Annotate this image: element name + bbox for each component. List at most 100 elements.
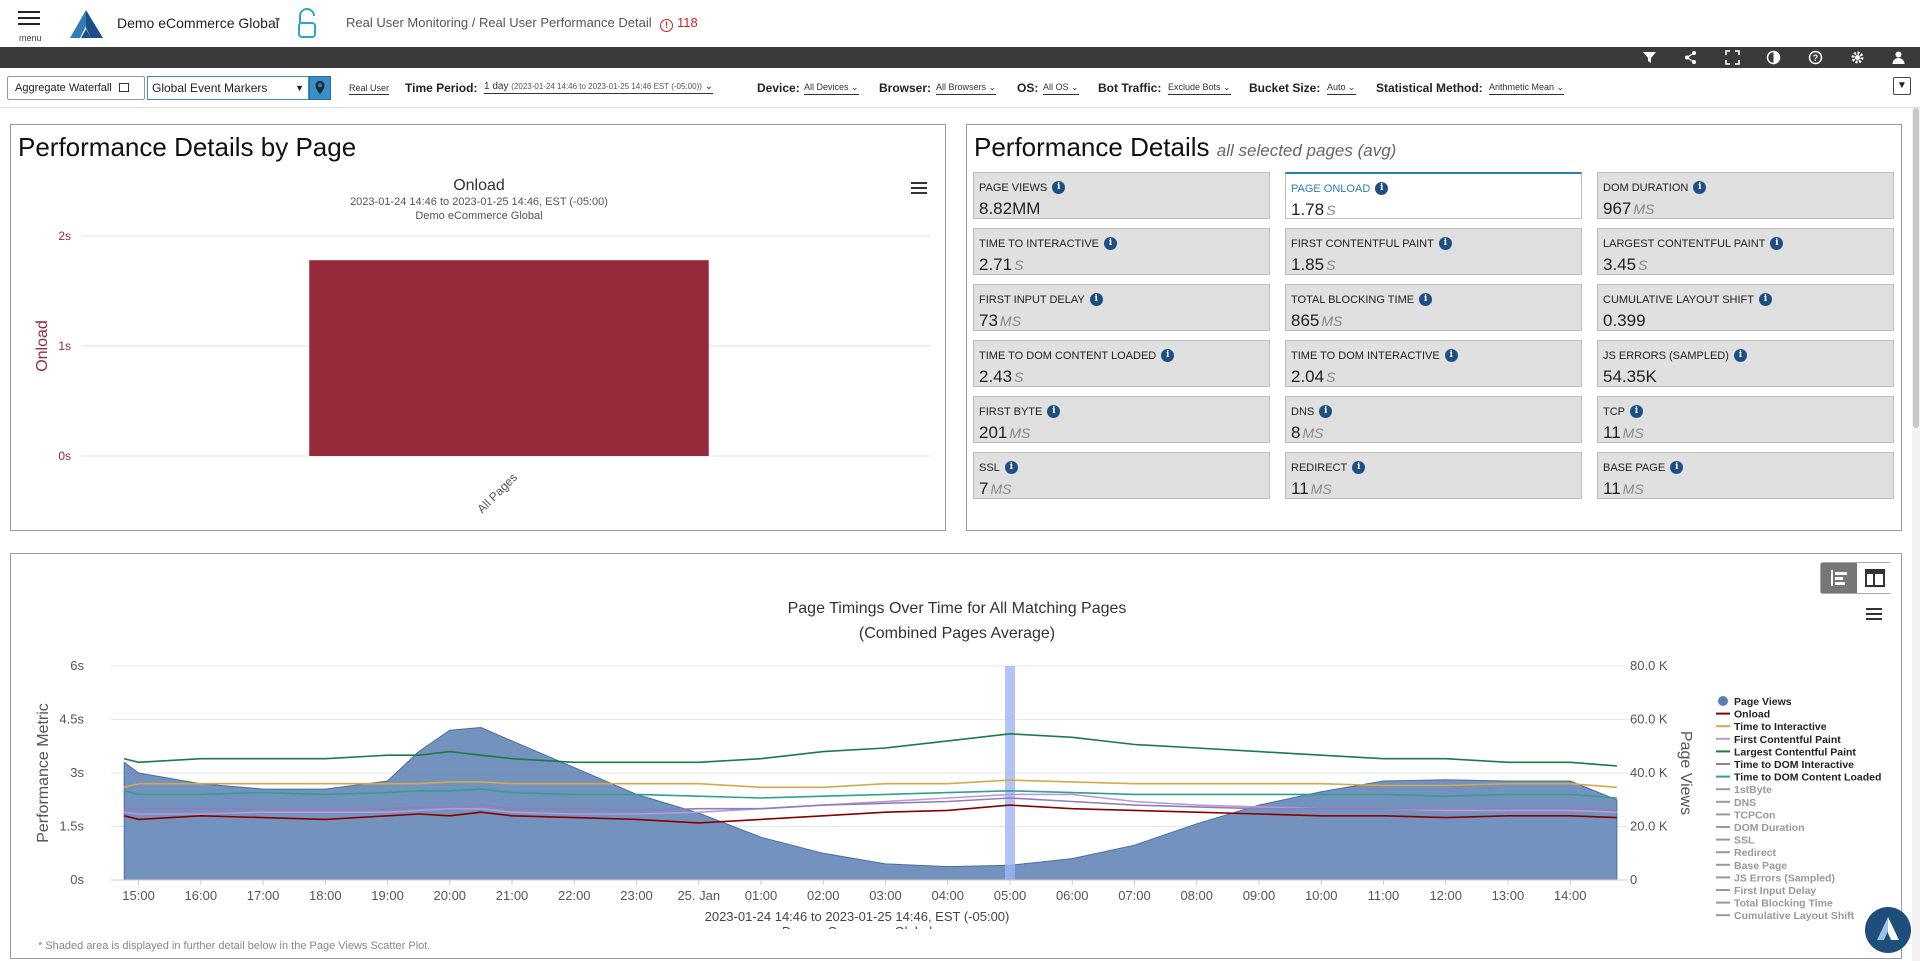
chart-menu-icon[interactable]	[1866, 608, 1882, 620]
y-tick-label-left: 4.5s	[59, 712, 84, 727]
info-icon[interactable]: i	[1438, 237, 1452, 250]
metric-tile-time-to-dom-interactive[interactable]: TIME TO DOM INTERACTIVE i 2.04 S	[1285, 340, 1582, 387]
x-tick-label: 05:00	[994, 888, 1027, 903]
brand-logo-icon[interactable]	[70, 10, 104, 38]
metric-tile-largest-contentful-paint[interactable]: LARGEST CONTENTFUL PAINT i 3.45 S	[1597, 228, 1894, 275]
info-icon[interactable]: i	[1444, 349, 1458, 362]
metric-label-text: LARGEST CONTENTFUL PAINT	[1603, 238, 1766, 250]
info-icon[interactable]: i	[1670, 461, 1684, 474]
highlight-band	[1004, 666, 1015, 880]
info-icon[interactable]: i	[1733, 349, 1747, 362]
info-icon[interactable]: i	[1004, 461, 1018, 474]
share-icon[interactable]	[1683, 50, 1698, 65]
unlock-icon[interactable]	[295, 7, 319, 41]
map-pin-icon[interactable]	[309, 76, 331, 100]
metric-number: 11	[1603, 479, 1621, 498]
info-icon[interactable]: i	[1375, 182, 1389, 195]
onload-bar-chart: Onload 2023-01-24 14:46 to 2023-01-25 14:…	[34, 177, 931, 516]
metric-tile-first-contentful-paint[interactable]: FIRST CONTENTFUL PAINT i 1.85 S	[1285, 228, 1582, 275]
bot-traffic-select[interactable]: Exclude Bots ⌄	[1168, 82, 1231, 95]
os-select[interactable]: All OS ⌄	[1043, 82, 1079, 95]
info-icon[interactable]: i	[1089, 293, 1103, 306]
legend-item: JS Errors (Sampled)	[1734, 872, 1835, 884]
data-source-select[interactable]: Real User	[349, 83, 390, 95]
info-icon[interactable]: i	[1758, 293, 1772, 306]
page-timings-panel: Page Timings Over Time for All Matching …	[10, 553, 1902, 959]
browser-select[interactable]: All Browsers ⌄	[936, 82, 997, 95]
metric-tile-dom-duration[interactable]: DOM DURATION i 967 MS	[1597, 172, 1894, 219]
app-selector[interactable]: Demo eCommerce Global	[117, 15, 279, 31]
metric-tile-time-to-interactive[interactable]: TIME TO INTERACTIVE i 2.71 S	[973, 228, 1270, 275]
filter-icon[interactable]	[1642, 50, 1657, 65]
chart-menu-icon[interactable]	[911, 182, 927, 194]
gear-icon[interactable]	[1850, 50, 1865, 65]
info-icon[interactable]: i	[1352, 461, 1366, 474]
metric-label-text: CUMULATIVE LAYOUT SHIFT	[1603, 294, 1754, 306]
metric-tile-redirect[interactable]: REDIRECT i 11 MS	[1285, 452, 1582, 499]
collapse-filters-button[interactable]: ▼	[1893, 77, 1911, 95]
metric-tile-tcp[interactable]: TCP i 11 MS	[1597, 396, 1894, 443]
fullscreen-icon[interactable]	[1725, 50, 1740, 65]
event-markers-select[interactable]: Global Event Markers ▼	[147, 76, 309, 100]
metric-label: FIRST BYTE i	[979, 405, 1061, 418]
metric-number: 967	[1603, 199, 1632, 218]
metric-number: 73	[979, 311, 998, 330]
metric-tile-total-blocking-time[interactable]: TOTAL BLOCKING TIME i 865 MS	[1285, 284, 1582, 331]
metric-value: 201 MS	[979, 423, 1030, 443]
metric-tile-dns[interactable]: DNS i 8 MS	[1285, 396, 1582, 443]
metric-unit: MS	[1622, 481, 1644, 497]
info-icon[interactable]: i	[1419, 293, 1433, 306]
metric-tile-cumulative-layout-shift[interactable]: CUMULATIVE LAYOUT SHIFT i 0.399	[1597, 284, 1894, 331]
aggregate-waterfall-button[interactable]: Aggregate Waterfall	[7, 76, 145, 100]
info-icon[interactable]: i	[1770, 237, 1784, 250]
info-icon[interactable]: i	[1161, 349, 1175, 362]
page-scrollbar[interactable]	[1912, 108, 1920, 961]
metric-tile-base-page[interactable]: BASE PAGE i 11 MS	[1597, 452, 1894, 499]
filter-bar: Aggregate Waterfall Global Event Markers…	[0, 68, 1920, 108]
metric-number: 201	[979, 423, 1008, 442]
help-icon[interactable]: ?	[1808, 50, 1823, 65]
statistical-method-select[interactable]: Arithmetic Mean ⌄	[1489, 82, 1565, 95]
user-icon[interactable]	[1891, 50, 1906, 65]
metric-number: 2.43	[979, 367, 1013, 386]
metric-tile-page-views[interactable]: PAGE VIEWS i 8.82MM	[973, 172, 1270, 219]
menu-button[interactable]: menu	[18, 8, 42, 43]
table-view-toggle-button[interactable]	[1857, 563, 1893, 593]
chart-view-toggle-button[interactable]	[1821, 563, 1857, 593]
metric-number: 2.71	[979, 255, 1013, 274]
y-tick-label-right: 60.0 K	[1630, 712, 1668, 727]
metric-tile-time-to-dom-content-loaded[interactable]: TIME TO DOM CONTENT LOADED i 2.43 S	[973, 340, 1270, 387]
chart-title: Onload	[453, 177, 505, 194]
metric-tile-page-onload[interactable]: PAGE ONLOAD i 1.78 S	[1285, 172, 1582, 219]
metric-number: 7	[979, 479, 989, 498]
x-tick-label: 07:00	[1118, 888, 1151, 903]
chevron-down-icon[interactable]: ▾	[275, 15, 281, 26]
metric-label-text: DOM DURATION	[1603, 182, 1689, 194]
device-select[interactable]: All Devices ⌄	[804, 82, 859, 95]
legend-item: TCPCon	[1734, 809, 1775, 821]
brand-logo-icon	[1877, 917, 1899, 940]
info-icon[interactable]: i	[1319, 405, 1333, 418]
metric-tile-ssl[interactable]: SSL i 7 MS	[973, 452, 1270, 499]
scrollbar-thumb[interactable]	[1913, 108, 1919, 428]
metric-tile-js-errors-sampled[interactable]: JS ERRORS (SAMPLED) i 54.35K	[1597, 340, 1894, 387]
metric-label: PAGE ONLOAD i	[1291, 182, 1389, 195]
alert-indicator[interactable]: ! 118	[660, 15, 698, 32]
metric-tile-first-input-delay[interactable]: FIRST INPUT DELAY i 73 MS	[973, 284, 1270, 331]
info-icon[interactable]: i	[1047, 405, 1061, 418]
legend-item: Cumulative Layout Shift	[1734, 910, 1855, 922]
statistical-method-label: Statistical Method:	[1376, 81, 1483, 95]
metric-tile-first-byte[interactable]: FIRST BYTE i 201 MS	[973, 396, 1270, 443]
metric-label-text: TIME TO DOM INTERACTIVE	[1291, 350, 1440, 362]
metric-label-text: TIME TO INTERACTIVE	[979, 238, 1099, 250]
alert-icon: !	[660, 19, 673, 32]
assistant-button[interactable]	[1865, 907, 1911, 953]
bucket-size-select[interactable]: Auto ⌄	[1327, 82, 1356, 95]
info-icon[interactable]: i	[1630, 405, 1643, 418]
metric-unit: S	[1638, 257, 1648, 273]
time-period-select[interactable]: 1 day (2023-01-24 14:46 to 2023-01-25 14…	[484, 81, 714, 94]
info-icon[interactable]: i	[1693, 181, 1707, 194]
contrast-icon[interactable]	[1766, 50, 1781, 65]
info-icon[interactable]: i	[1052, 181, 1066, 194]
info-icon[interactable]: i	[1104, 237, 1117, 250]
